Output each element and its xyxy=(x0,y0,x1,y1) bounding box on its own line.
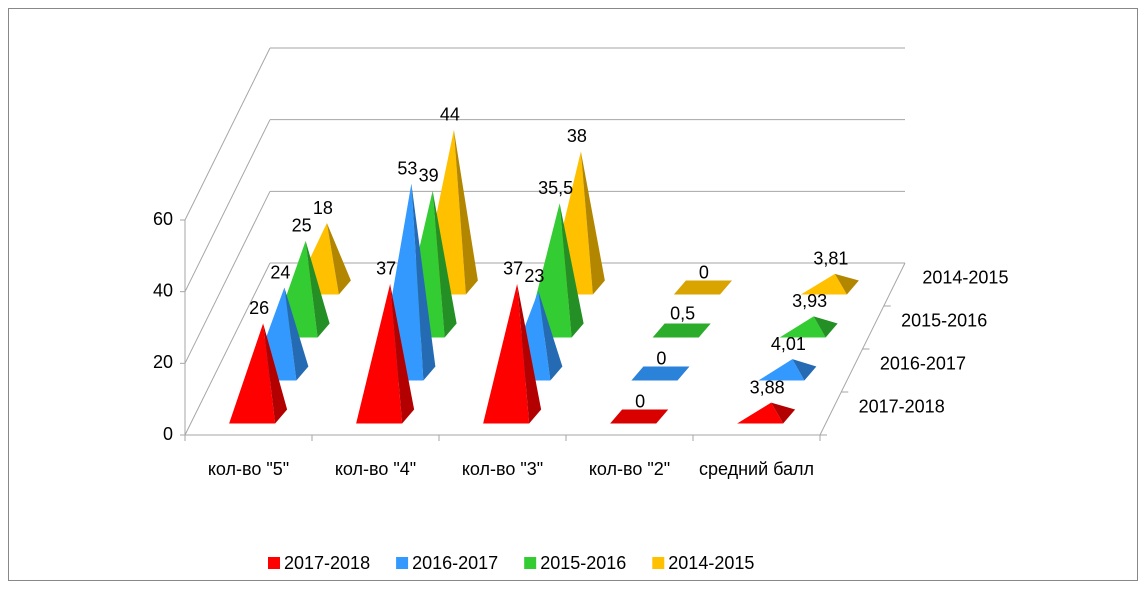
pyramid-side xyxy=(580,151,605,295)
data-label: 44 xyxy=(440,105,460,125)
pyramid-face xyxy=(229,323,276,424)
data-label: 39 xyxy=(419,166,439,186)
x-tick-label: средний балл xyxy=(698,459,815,479)
data-label: 37 xyxy=(503,259,523,279)
depth-label: 2014-2015 xyxy=(922,267,1008,287)
pyramid-face xyxy=(483,283,530,424)
data-label: 23 xyxy=(524,266,544,286)
data-label: 24 xyxy=(270,262,290,282)
legend-swatch xyxy=(268,557,280,569)
pyramid-side xyxy=(453,129,478,295)
legend-label: 2014-2015 xyxy=(668,553,754,573)
pyramid-side xyxy=(390,283,415,424)
y-tick-label: 40 xyxy=(153,280,173,300)
legend-swatch xyxy=(652,557,665,569)
pyramid-face xyxy=(356,283,403,424)
depth-label: 2017-2018 xyxy=(859,396,945,416)
data-label: 4,01 xyxy=(771,334,806,354)
grid-line xyxy=(184,262,271,436)
data-label: 3,93 xyxy=(792,291,827,311)
data-label: 0 xyxy=(699,262,709,282)
y-tick-label: 60 xyxy=(153,209,173,229)
pyramid xyxy=(737,402,796,424)
pyramid-side xyxy=(326,223,351,295)
pyramid-side xyxy=(432,190,457,338)
data-label: 37 xyxy=(376,259,396,279)
pyramid-side xyxy=(305,240,330,338)
pyramid-side xyxy=(517,283,542,424)
pyramid-face xyxy=(779,316,826,338)
y-tick-label: 20 xyxy=(153,352,173,372)
x-tick-label: кол-во "2" xyxy=(588,459,671,479)
pyramid xyxy=(610,409,669,424)
pyramid xyxy=(356,283,415,424)
legend-swatch xyxy=(524,557,537,569)
data-label: 53 xyxy=(397,158,417,178)
pyramid-top xyxy=(631,366,690,381)
data-label: 3,88 xyxy=(750,377,785,397)
pyramid-side xyxy=(559,203,584,338)
pyramid xyxy=(229,323,288,424)
data-label: 26 xyxy=(249,298,269,318)
pyramid xyxy=(758,359,817,381)
pyramid-face xyxy=(758,359,805,381)
data-label: 35,5 xyxy=(538,178,573,198)
pyramid-face xyxy=(800,273,847,295)
grid-line xyxy=(184,119,271,292)
pyramid-side xyxy=(771,402,796,424)
data-label: 0 xyxy=(656,348,666,368)
pyramid xyxy=(631,366,690,381)
pyramid xyxy=(652,323,711,338)
pyramid-side xyxy=(813,316,838,338)
pyramid-side xyxy=(284,287,309,381)
legend-label: 2017-2018 xyxy=(284,553,370,573)
depth-label: 2016-2017 xyxy=(880,353,966,373)
legend-label: 2016-2017 xyxy=(412,553,498,573)
y-tick-label: 0 xyxy=(163,424,173,444)
pyramid-top xyxy=(652,323,711,338)
grid-line xyxy=(184,47,271,221)
x-tick-label: кол-во "5" xyxy=(207,459,290,479)
pyramid xyxy=(673,280,732,295)
data-label: 18 xyxy=(313,198,333,218)
pyramid-top xyxy=(673,280,732,295)
depth-label: 2015-2016 xyxy=(901,310,987,330)
pyramid-face xyxy=(737,402,784,424)
data-label: 0,5 xyxy=(670,303,695,323)
data-label: 0 xyxy=(635,391,645,411)
pyramid-side xyxy=(263,323,288,424)
grid-line xyxy=(184,191,271,364)
pyramid-side xyxy=(538,291,563,381)
pyramid-top xyxy=(610,409,669,424)
data-label: 25 xyxy=(292,216,312,236)
data-label: 38 xyxy=(567,126,587,146)
pyramid xyxy=(800,273,859,295)
legend-swatch xyxy=(396,557,409,569)
x-tick-label: кол-во "4" xyxy=(334,459,417,479)
pyramid-side xyxy=(411,183,436,381)
data-label: 3,81 xyxy=(813,249,848,269)
legend-label: 2015-2016 xyxy=(540,553,626,573)
pyramid xyxy=(483,283,542,424)
pyramid xyxy=(779,316,838,338)
pyramid-side xyxy=(792,359,817,381)
x-tick-label: кол-во "3" xyxy=(461,459,544,479)
pyramid-side xyxy=(834,273,859,295)
